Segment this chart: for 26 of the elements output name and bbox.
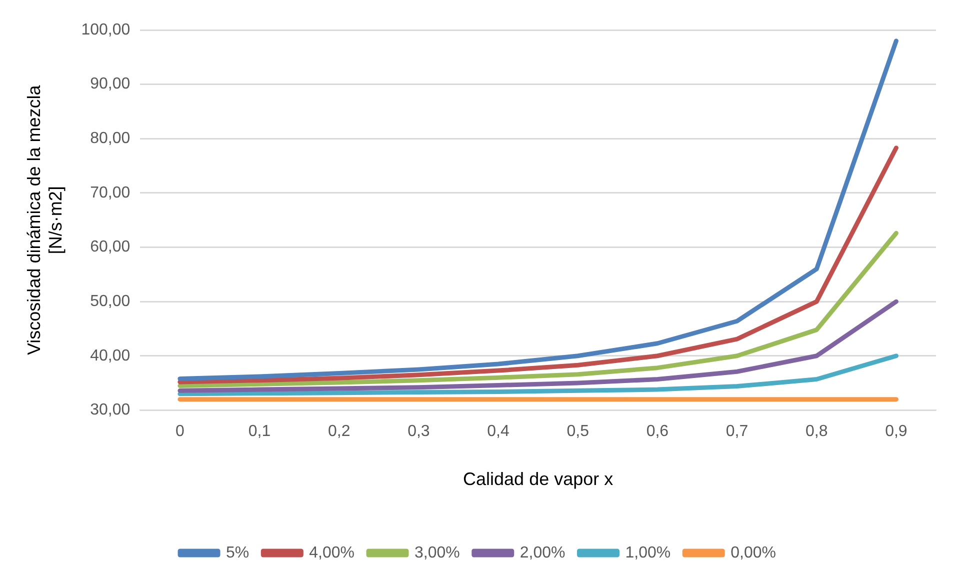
y-tick-label: 60,00 xyxy=(90,238,130,256)
x-axis-title: Calidad de vapor x xyxy=(463,469,614,490)
y-tick-label: 80,00 xyxy=(90,130,130,148)
legend-label: 4,00% xyxy=(309,544,355,562)
x-tick-label: 0 xyxy=(175,423,184,440)
y-tick-label: 100,00 xyxy=(81,21,130,38)
y-axis-title: Viscosidad dinámica de la mezcla [N/s·m2] xyxy=(24,84,66,356)
y-tick-label: 40,00 xyxy=(90,347,130,364)
x-tick-label: 0,2 xyxy=(328,423,350,440)
y-tick-label: 50,00 xyxy=(90,292,130,310)
x-tick-label: 0,5 xyxy=(566,423,590,440)
x-tick-label: 0,4 xyxy=(487,423,510,440)
legend-label: 2,00% xyxy=(520,544,566,562)
x-tick-label: 0,7 xyxy=(726,423,748,440)
y-tick-label: 90,00 xyxy=(90,76,130,93)
legend-label: 5% xyxy=(226,544,250,562)
legend-label: 3,00% xyxy=(414,544,460,562)
legend-label: 0,00% xyxy=(730,544,776,562)
x-tick-label: 0,1 xyxy=(248,423,271,440)
x-tick-label: 0,3 xyxy=(408,423,430,440)
y-tick-label: 30,00 xyxy=(90,402,130,419)
legend-label: 1,00% xyxy=(625,544,671,562)
x-tick-label: 0,6 xyxy=(646,423,669,440)
x-tick-label: 0,8 xyxy=(805,423,828,440)
x-tick-label: 0,9 xyxy=(885,423,908,440)
y-tick-label: 70,00 xyxy=(90,184,130,202)
